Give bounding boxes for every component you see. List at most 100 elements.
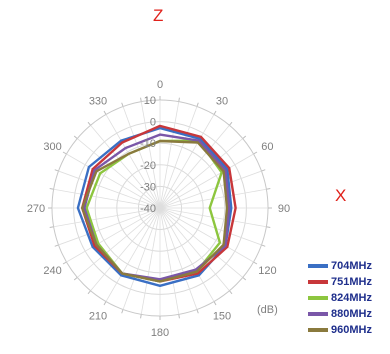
grid-spoke — [122, 207, 161, 310]
angle-tick-label: 0 — [157, 79, 163, 91]
grid-spoke — [53, 188, 161, 209]
angle-tick-mark — [261, 169, 266, 172]
radial-tick-label: -20 — [140, 160, 156, 172]
legend-item: 704MHz — [308, 258, 372, 274]
angle-tick-mark — [103, 110, 107, 115]
angle-tick-mark — [253, 261, 258, 265]
legend-item: 880MHz — [308, 306, 372, 322]
angle-tick-mark — [140, 314, 142, 319]
angle-tick-label: 30 — [216, 96, 228, 108]
legend-item: 751MHz — [308, 274, 372, 290]
grid-spoke — [159, 207, 262, 246]
grid-spoke — [159, 153, 254, 209]
radial-tick-label: -10 — [140, 138, 156, 150]
grid-spoke — [159, 101, 180, 209]
x-axis-tag: X — [335, 186, 347, 205]
legend-swatch — [308, 264, 328, 268]
angle-tick-mark — [121, 102, 124, 107]
angle-tick-mark — [121, 309, 124, 314]
series-line-704MHz — [76, 126, 233, 287]
z-axis-tag: Z — [153, 6, 164, 25]
angle-tick-mark — [213, 110, 217, 115]
angle-tick-mark — [261, 244, 266, 247]
angle-tick-label: 150 — [213, 310, 231, 322]
grid-spoke — [159, 207, 215, 302]
legend-swatch — [308, 296, 328, 300]
grid-spoke — [122, 106, 161, 209]
grid-spoke — [140, 101, 161, 209]
angle-tick-mark — [62, 151, 67, 155]
angle-tick-mark — [253, 151, 258, 155]
angle-tick-label: 60 — [261, 141, 273, 153]
angle-tick-mark — [178, 314, 180, 319]
grid-spoke — [58, 170, 161, 209]
angle-tick-mark — [229, 290, 233, 295]
legend-item: 960MHz — [308, 322, 372, 338]
grid-spoke — [77, 138, 161, 209]
grid-spoke — [159, 114, 215, 209]
legend: 704MHz 751MHz 824MHz 880MHz 960MHz — [308, 258, 372, 338]
angle-tick-mark — [54, 244, 59, 247]
legend-label: 960MHz — [331, 324, 372, 336]
angle-tick-mark — [266, 188, 271, 190]
legend-label: 704MHz — [331, 260, 372, 272]
angle-tick-label: 90 — [278, 203, 290, 215]
grid-spoke — [105, 207, 161, 302]
angle-tick-mark — [54, 169, 59, 172]
tick-labels: -40-30-20-100100306090120150180210240270… — [27, 79, 290, 339]
legend-label: 880MHz — [331, 308, 372, 320]
angle-tick-mark — [213, 301, 217, 306]
legend-label: 751MHz — [331, 276, 372, 288]
legend-swatch — [308, 280, 328, 284]
angle-tick-mark — [87, 121, 91, 126]
grid-spoke — [159, 170, 262, 209]
angle-tick-label: 270 — [27, 203, 45, 215]
angle-tick-mark — [196, 309, 199, 314]
grid-spoke — [159, 207, 230, 291]
grid-spoke — [77, 207, 161, 278]
angle-tick-mark — [242, 135, 247, 139]
angle-tick-mark — [229, 121, 233, 126]
radial-tick-label: 10 — [144, 95, 156, 107]
grid-spoke — [53, 207, 161, 228]
grid-spoke — [159, 207, 198, 310]
series-line-880MHz — [83, 133, 231, 281]
radial-tick-label: -40 — [140, 203, 156, 215]
grid-spoke — [66, 153, 161, 209]
angle-tick-mark — [140, 97, 142, 102]
angle-tick-label: 180 — [151, 327, 169, 339]
angle-tick-mark — [49, 188, 54, 190]
grid-spoke — [66, 207, 161, 263]
grid-spoke — [159, 207, 243, 278]
grid-spoke — [159, 106, 198, 209]
angle-tick-mark — [73, 135, 78, 139]
angle-tick-mark — [266, 226, 271, 228]
grid-spoke — [90, 125, 161, 209]
angle-tick-mark — [73, 277, 78, 281]
angle-tick-label: 120 — [258, 265, 276, 277]
legend-item: 824MHz — [308, 290, 372, 306]
grid-spoke — [159, 207, 254, 263]
grid-spoke — [105, 114, 161, 209]
angle-tick-label: 240 — [43, 265, 61, 277]
angle-tick-mark — [196, 102, 199, 107]
unit-label: (dB) — [257, 304, 278, 316]
grid-spoke — [140, 207, 161, 315]
angle-tick-mark — [87, 290, 91, 295]
angle-tick-mark — [49, 226, 54, 228]
series-line-960MHz — [81, 139, 229, 283]
grid-spoke — [90, 207, 161, 291]
legend-label: 824MHz — [331, 292, 372, 304]
series-lines — [76, 124, 237, 287]
grid-spoke — [159, 138, 243, 209]
angle-tick-label: 330 — [89, 96, 107, 108]
angle-tick-label: 210 — [89, 310, 107, 322]
angle-tick-mark — [178, 97, 180, 102]
legend-swatch — [308, 328, 328, 332]
angle-tick-mark — [242, 277, 247, 281]
angle-tick-label: 300 — [43, 141, 61, 153]
grid-spoke — [159, 207, 180, 315]
polar-grid — [48, 96, 272, 320]
angle-tick-mark — [103, 301, 107, 306]
